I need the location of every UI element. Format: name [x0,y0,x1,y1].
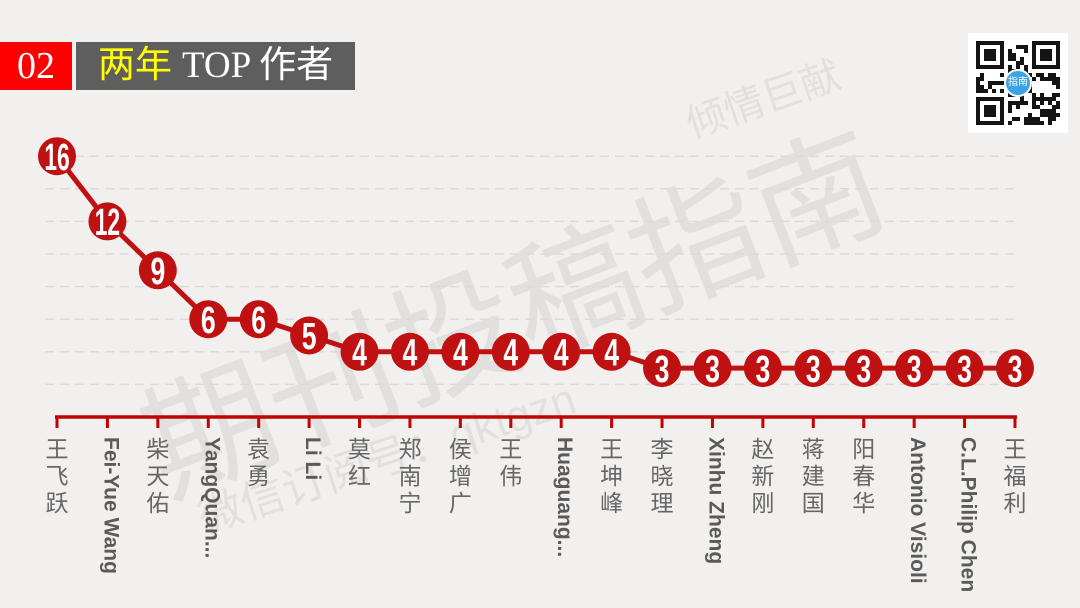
data-point [844,349,883,388]
data-point-value-text: 4 [503,331,518,374]
qr-code: 指南 [968,33,1068,133]
data-point [138,251,177,290]
data-point [290,316,329,355]
x-axis-label: Xinhu Zheng [704,437,728,565]
data-point [743,349,782,388]
qr-center-logo: 指南 [1004,69,1032,97]
data-point [995,349,1034,388]
x-axis-label: 郑南宁 [394,437,421,518]
data-point-value-text: 12 [95,201,120,243]
x-axis-label: 赵新刚 [747,437,774,518]
data-point-value-text: 3 [957,347,972,390]
data-point-value: 3 [957,347,972,390]
data-point-value: 3 [907,347,922,390]
data-point-value: 6 [201,298,216,341]
data-point-value: 4 [352,331,367,374]
section-title-rest: TOP 作者 [182,45,334,86]
x-axis-label: 柴天佑 [142,437,169,518]
data-point-value: 3 [856,347,871,390]
data-point-value-text: 3 [705,347,720,390]
data-point [895,349,934,388]
data-point-value-text: 4 [403,331,418,374]
data-point [88,202,127,241]
data-point [390,332,429,371]
x-axis-label: 莫红 [344,437,371,491]
data-point [945,349,984,388]
x-axis-label: C.L.Philip Chen [956,437,980,593]
data-point-value-text: 4 [604,331,619,374]
data-point-value: 4 [604,331,619,374]
x-axis-label: 李晓理 [647,437,674,518]
section-header: 02 两年 TOP 作者 [0,42,356,90]
section-title: 两年 TOP 作者 [76,42,356,90]
x-axis-label: 袁勇 [243,437,270,491]
data-point-value-text: 4 [554,331,569,374]
data-point [239,300,278,339]
x-axis-label: Li Li [301,437,325,481]
data-point-value-text: 3 [755,347,770,390]
data-point [441,332,480,371]
data-point-value-text: 3 [1008,347,1023,390]
x-axis-label: 王伟 [495,437,522,491]
data-point-value: 4 [503,331,518,374]
data-point [794,349,833,388]
data-point-value-text: 3 [907,347,922,390]
data-point-value-text: 6 [201,298,216,341]
data-point [340,332,379,371]
data-point [693,349,732,388]
data-point-value-text: 4 [352,331,367,374]
data-point [491,332,530,371]
data-point-value: 3 [806,347,821,390]
x-axis-label: Fei-Yue Wang [99,437,123,574]
data-point-value: 16 [44,136,69,178]
data-point-value: 3 [705,347,720,390]
x-axis-label: 阳春华 [848,437,875,518]
data-point-value: 3 [1008,347,1023,390]
data-point-value-text: 3 [655,347,670,390]
x-axis-label: 蒋建国 [798,437,825,518]
x-axis-label: 王飞跃 [42,437,68,518]
data-point-value-text: 3 [806,347,821,390]
x-axis-label: Huaguang... [553,437,577,558]
data-point [189,300,228,339]
data-point-value: 5 [302,314,317,357]
data-point-value-text: 16 [44,136,69,178]
data-point-value-text: 6 [251,298,266,341]
data-point-value: 6 [251,298,266,341]
data-point-value: 12 [95,201,120,243]
data-point-value: 3 [655,347,670,390]
data-point [592,332,631,371]
data-point-value: 9 [150,249,165,292]
x-axis-label: 王坤峰 [596,437,623,518]
data-point-value: 4 [403,331,418,374]
data-point-value-text: 9 [150,249,165,292]
x-axis-label: 侯增广 [445,437,472,518]
section-title-highlight: 两年 [98,45,172,86]
data-point [643,349,682,388]
data-point-value: 3 [755,347,770,390]
data-point-value: 4 [554,331,569,374]
data-point-value-text: 5 [302,314,317,357]
data-point [542,332,581,371]
data-point-value: 4 [453,331,468,374]
data-point-value-text: 4 [453,331,468,374]
data-point-value-text: 3 [856,347,871,390]
data-point [38,137,76,176]
x-axis-label: 王福利 [999,437,1026,518]
x-axis-label: Antonio Visioli [906,437,930,584]
section-number-badge: 02 [0,42,72,90]
x-axis-label: YangQuan... [200,437,224,559]
